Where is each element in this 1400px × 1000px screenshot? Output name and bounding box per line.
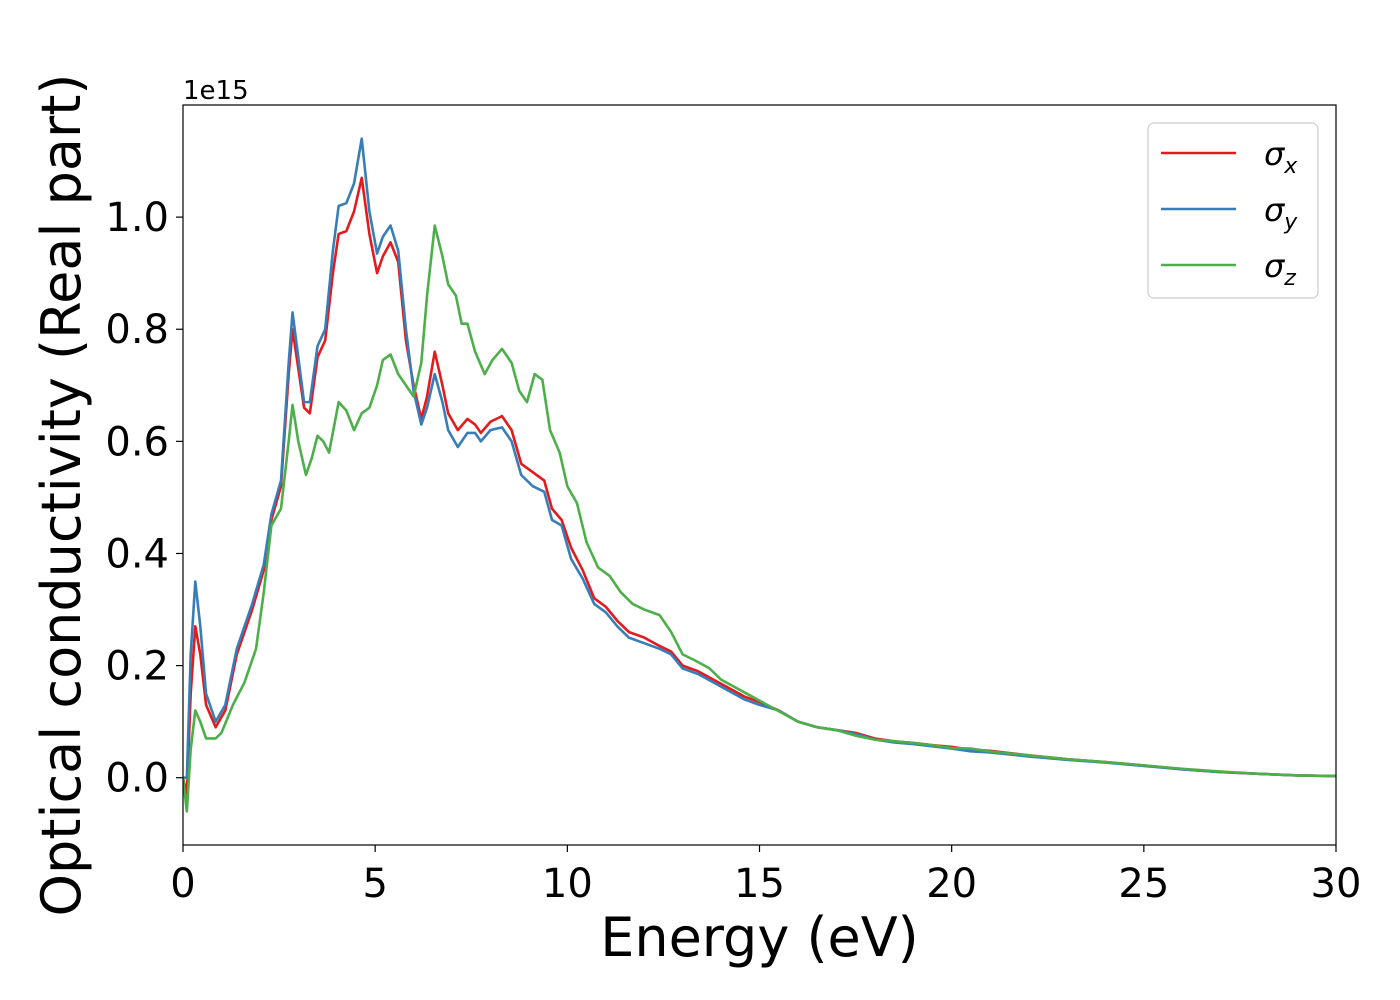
x-tick-label: 30	[1311, 861, 1362, 907]
legend-subscript: y	[1283, 210, 1298, 235]
y-tick-label: 1.0	[105, 195, 169, 241]
legend-entry-x: σx	[1264, 135, 1298, 179]
y-tick-label: 0.6	[105, 419, 169, 465]
legend-entry-z: σz	[1264, 247, 1296, 291]
y-tick-label: 0.4	[105, 531, 169, 577]
x-tick-label: 10	[542, 861, 593, 907]
legend-symbol: σ	[1264, 247, 1286, 285]
x-axis-label: Energy (eV)	[600, 906, 919, 969]
y-axis-offset-label: 1e15	[183, 76, 249, 106]
legend-symbol: σ	[1264, 191, 1286, 229]
plot-lines	[183, 137, 1336, 813]
x-tick-label: 0	[170, 861, 195, 907]
y-tick-label: 0.8	[105, 307, 169, 353]
legend-box	[1147, 122, 1319, 299]
legend-subscript: x	[1283, 154, 1298, 179]
y-tick-label: 0.0	[105, 756, 169, 802]
series-line-z	[183, 224, 1336, 813]
x-tick-label: 20	[926, 861, 977, 907]
x-tick-label: 15	[734, 861, 785, 907]
y-axis-label: Optical conductivity (Real part)	[30, 74, 93, 917]
x-tick-label: 25	[1118, 861, 1169, 907]
legend-symbol: σ	[1264, 135, 1286, 173]
axis-ticks: 0 5 10 15 20 25 30 0.0 0.2 0.4 0.6 0.8 1.0	[105, 195, 1361, 907]
y-tick-label: 0.2	[105, 644, 169, 690]
legend-subscript: z	[1283, 266, 1296, 291]
x-tick-label: 5	[362, 861, 387, 907]
legend-entry-y: σy	[1264, 191, 1298, 235]
